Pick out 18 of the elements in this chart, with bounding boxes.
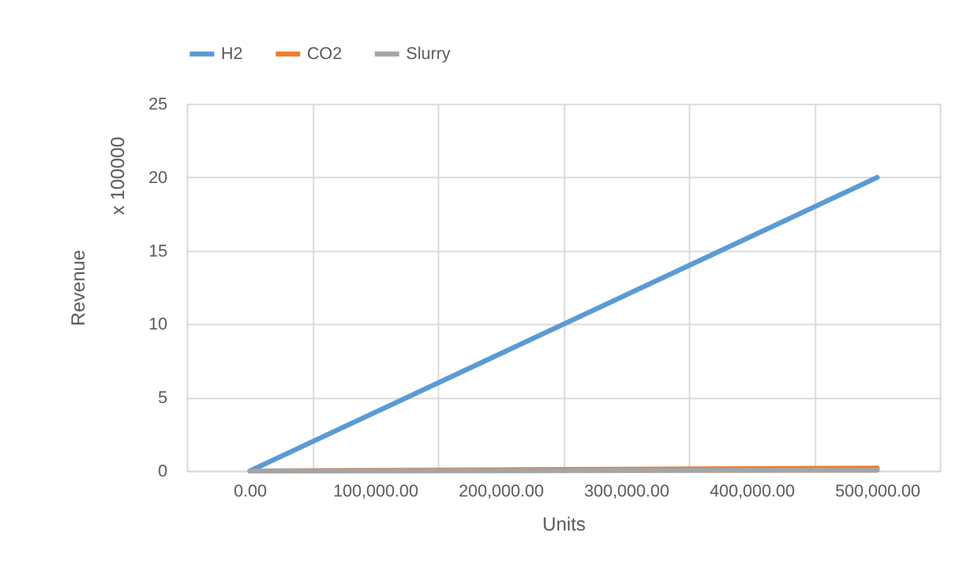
x-tick-label: 100,000.00 [333,482,418,500]
y-tick-label: 15 [148,241,168,260]
y-tick-label: 10 [148,314,168,334]
legend-label: H2 [221,44,243,63]
x-axis-title: Units [542,514,586,536]
legend-label: Slurry [406,44,451,63]
y-tick-label: 20 [148,168,168,187]
x-tick-label: 400,000.00 [710,482,795,500]
x-tick-label: 500,000.00 [835,482,920,500]
x-tick-label: 0.00 [234,482,267,500]
x-tick-label: 300,000.00 [584,482,670,500]
legend-label: CO2 [307,44,342,63]
x-tick-label: 200,000.00 [458,482,544,500]
y-tick-label: 5 [158,388,168,408]
y-axis-title: Revenue [68,250,90,326]
y-tick-label: 0 [158,462,168,480]
text: x 100000 [108,136,130,215]
y-tick-label: 25 [148,94,168,114]
